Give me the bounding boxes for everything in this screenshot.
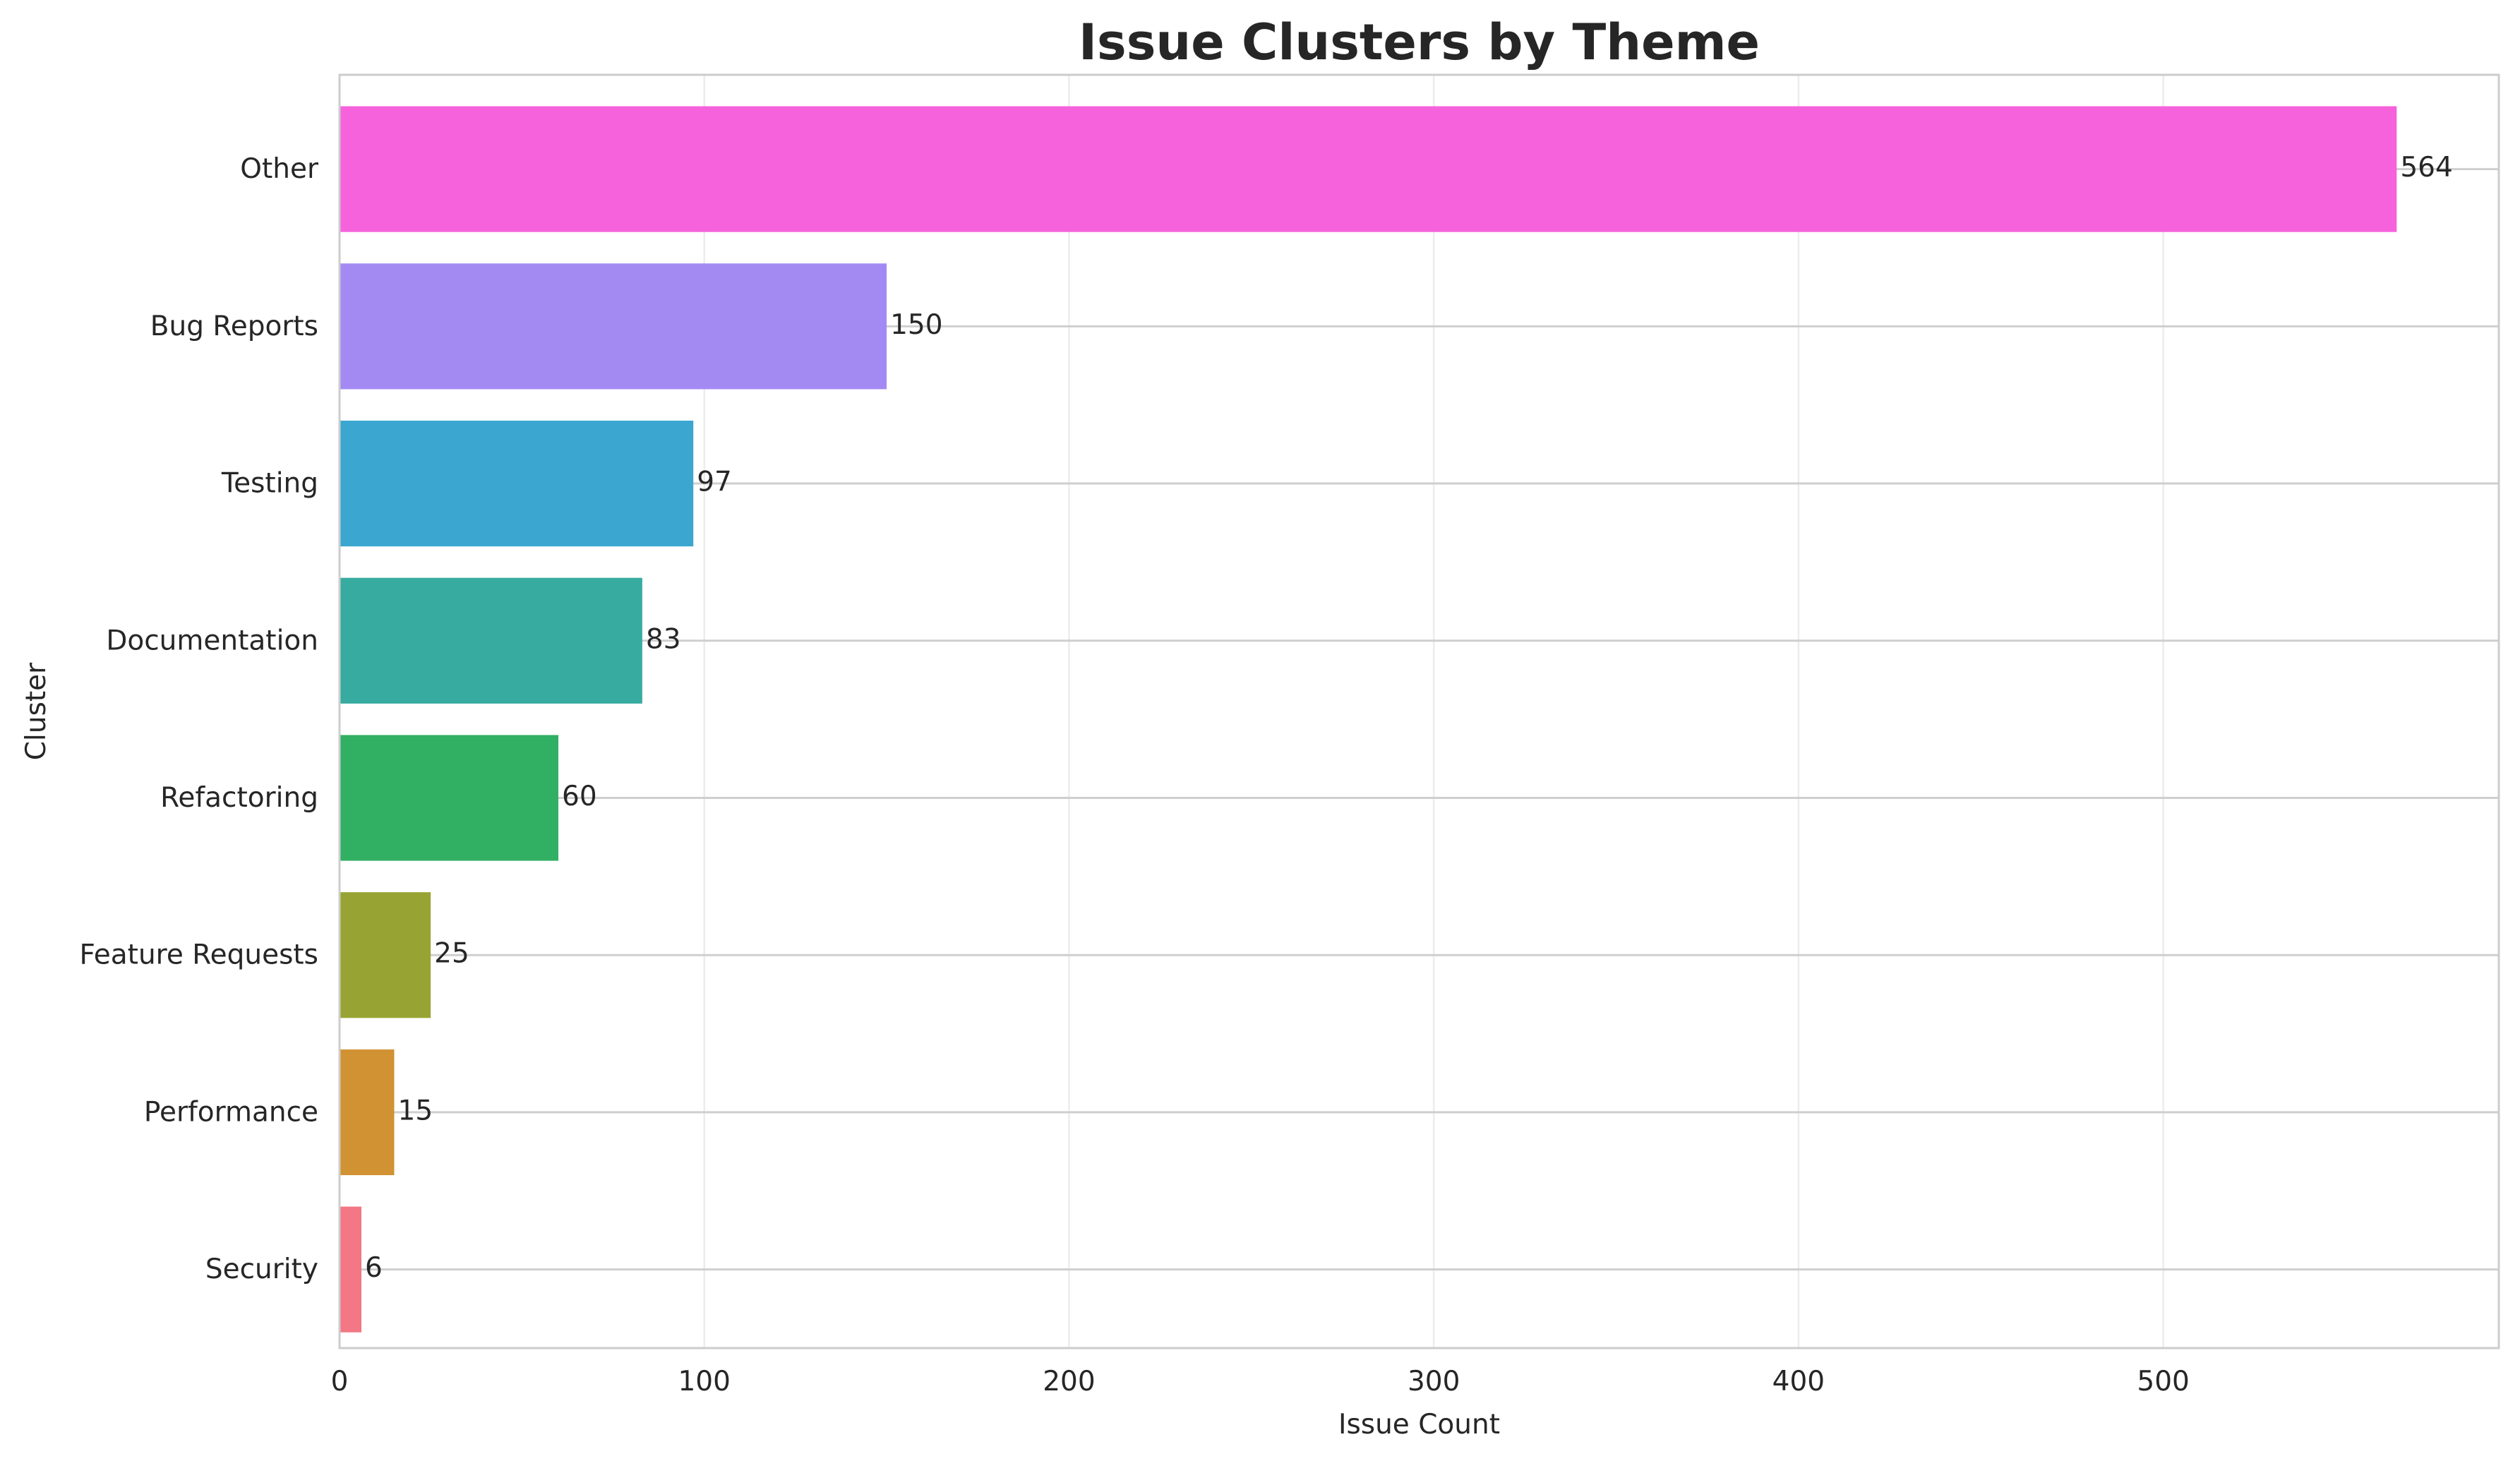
x-tick-label: 200 <box>1043 1366 1095 1397</box>
y-tick-label: Testing <box>221 468 318 500</box>
x-axis-label: Issue Count <box>1338 1409 1500 1441</box>
y-tick-label: Documentation <box>106 625 318 656</box>
bar <box>340 577 642 704</box>
y-tick-label: Bug Reports <box>150 311 318 342</box>
bar <box>340 892 431 1018</box>
bar-value-label: 6 <box>365 1252 383 1284</box>
bar-value-label: 150 <box>890 309 942 341</box>
chart-title: Issue Clusters by Theme <box>1079 13 1760 71</box>
ticks-layer: Other Bug Reports Testing Documentation Refa… <box>79 153 2189 1397</box>
bars-layer: 564 150 97 83 60 25 15 6 <box>340 106 2453 1333</box>
bar-value-label: 25 <box>434 938 469 970</box>
y-tick-label: Security <box>205 1253 318 1285</box>
x-tick-label: 100 <box>678 1366 730 1397</box>
x-tick-label: 400 <box>1772 1366 1825 1397</box>
y-tick-label: Feature Requests <box>79 939 318 971</box>
bar-value-label: 15 <box>398 1095 433 1126</box>
y-tick-label: Other <box>240 153 319 185</box>
x-tick-label: 0 <box>331 1366 349 1397</box>
bar <box>340 735 559 861</box>
x-tick-label: 300 <box>1408 1366 1460 1397</box>
bar <box>340 106 2397 232</box>
bar <box>340 263 887 390</box>
plot-frame <box>338 73 2500 1349</box>
grid-layer <box>338 75 2499 1348</box>
bar <box>340 1049 395 1176</box>
bar <box>340 420 694 547</box>
bar <box>340 1206 362 1333</box>
y-tick-label: Performance <box>144 1096 318 1128</box>
bar-value-label: 83 <box>646 623 681 655</box>
x-tick-label: 500 <box>2137 1366 2189 1397</box>
y-tick-label: Refactoring <box>160 782 318 814</box>
bar-value-label: 60 <box>562 781 597 812</box>
bar-value-label: 564 <box>2400 152 2452 184</box>
bar-value-label: 97 <box>697 467 732 498</box>
y-axis-label: Cluster <box>20 662 52 760</box>
